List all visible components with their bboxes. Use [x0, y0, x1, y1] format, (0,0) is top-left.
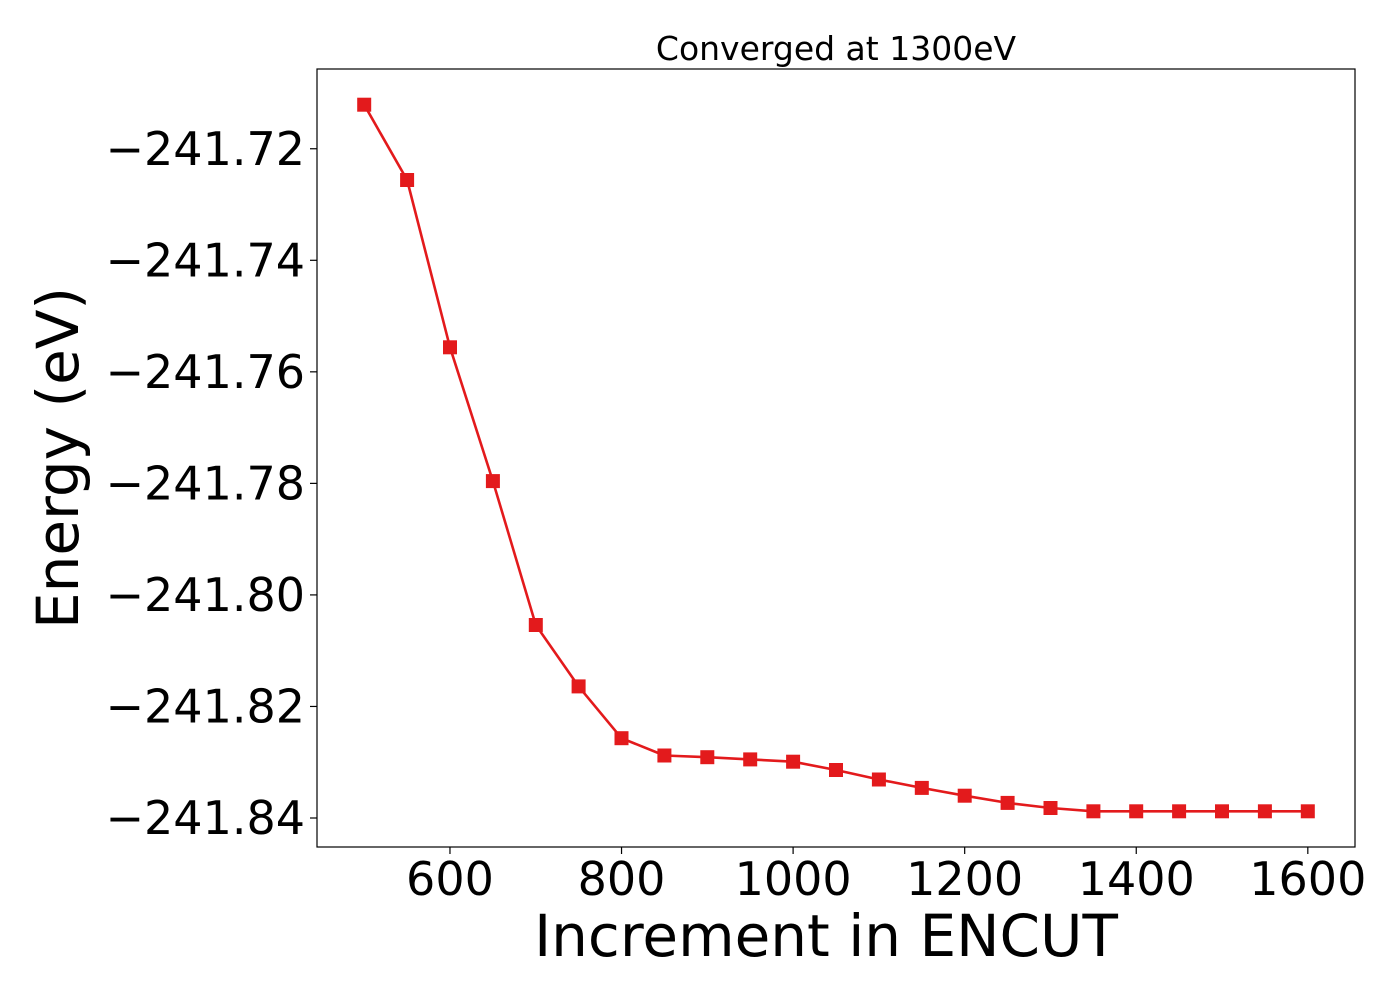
data-point-marker — [571, 679, 586, 694]
x-tick-label: 600 — [406, 852, 494, 906]
x-axis: 600 800 1000 1200 1400 1600 — [406, 847, 1366, 906]
y-tick-label: −241.72 — [106, 122, 306, 176]
data-point-marker — [485, 474, 500, 489]
x-axis-label: Increment in ENCUT — [534, 902, 1118, 970]
data-point-marker — [1215, 804, 1229, 819]
data-point-marker — [871, 772, 886, 787]
x-tick-label: 1000 — [735, 852, 852, 906]
data-point-marker — [743, 752, 758, 767]
y-tick-label: −241.76 — [106, 345, 306, 399]
data-point-marker — [786, 754, 801, 769]
data-point-marker — [829, 763, 843, 777]
data-point-marker — [1300, 804, 1315, 819]
y-tick-label: −241.74 — [106, 233, 306, 287]
x-tick-label: 1200 — [906, 852, 1023, 906]
y-axis-label: Energy (eV) — [24, 287, 92, 629]
data-point-marker — [614, 731, 629, 746]
y-tick-label: −241.84 — [106, 791, 306, 845]
data-point-marker — [657, 748, 672, 763]
x-tick-label: 1400 — [1078, 852, 1195, 906]
data-point-marker — [1129, 804, 1144, 819]
data-point-marker — [700, 750, 715, 765]
data-point-marker — [1043, 801, 1058, 815]
x-tick-label: 1600 — [1249, 852, 1366, 906]
plot-area-frame — [316, 68, 1356, 848]
y-tick-label: −241.82 — [106, 679, 306, 733]
y-tick-label: −241.78 — [106, 456, 306, 510]
data-point-marker — [1172, 804, 1187, 819]
data-point-marker — [1257, 804, 1272, 819]
series-line — [363, 104, 1308, 813]
data-point-marker — [957, 788, 972, 803]
data-point-marker — [357, 97, 372, 112]
y-axis: −241.72 −241.74 −241.76 −241.78 −241.80 −241.… — [106, 122, 317, 845]
data-point-marker — [1086, 804, 1101, 819]
data-point-marker — [443, 340, 457, 355]
x-tick-label: 800 — [578, 852, 666, 906]
data-series-layer — [357, 97, 1315, 819]
chart-title: Converged at 1300eV — [656, 29, 1017, 68]
data-point-marker — [1000, 795, 1015, 810]
data-point-marker — [400, 173, 415, 187]
data-point-marker — [528, 618, 543, 632]
y-tick-label: −241.80 — [106, 568, 306, 622]
data-point-marker — [914, 780, 929, 795]
